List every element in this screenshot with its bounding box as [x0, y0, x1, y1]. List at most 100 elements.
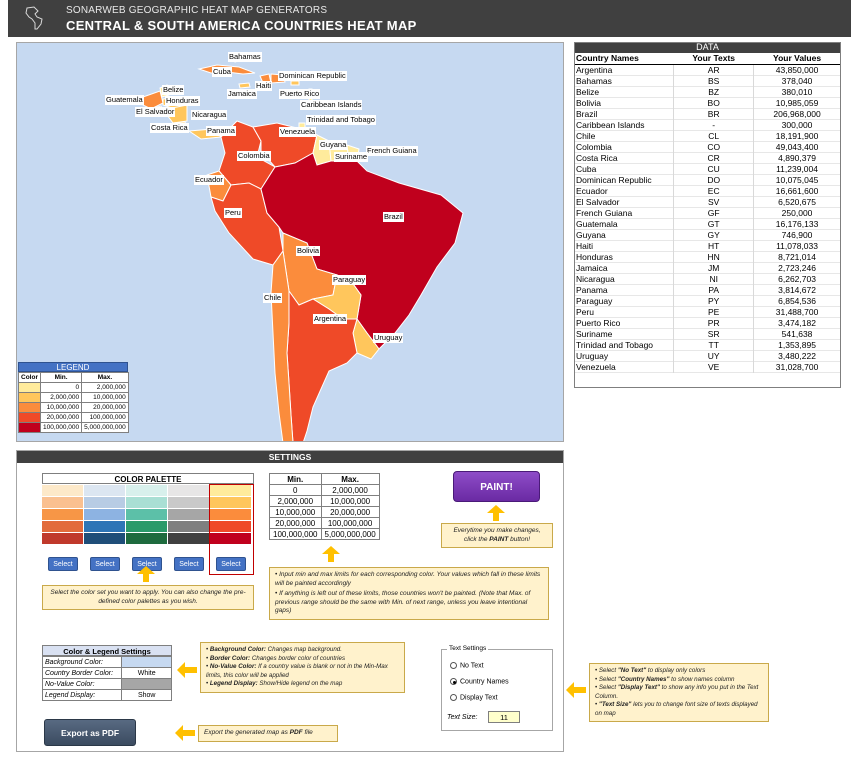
text-cell[interactable]: VE [673, 361, 755, 372]
country-name-cell[interactable]: Honduras [574, 251, 675, 262]
country-name-cell[interactable]: Bahamas [574, 75, 675, 86]
country-name-cell[interactable]: Dominican Republic [574, 174, 675, 185]
legend-display-field[interactable]: Show [121, 689, 172, 701]
text-cell[interactable]: CL [673, 130, 755, 141]
country-name-cell[interactable]: Paraguay [574, 295, 675, 306]
country-name-cell[interactable]: Bolivia [574, 97, 675, 108]
text-cell[interactable]: CO [673, 141, 755, 152]
text-cell[interactable]: AR [673, 64, 755, 75]
text-cell[interactable]: - [673, 119, 755, 130]
text-cell[interactable]: BO [673, 97, 755, 108]
country-name-cell[interactable]: Nicaragua [574, 273, 675, 284]
palette-swatch [168, 521, 210, 533]
text-settings-title: Text Settings [447, 645, 489, 652]
color-palette: COLOR PALETTE Select Select Select Selec… [42, 473, 254, 575]
min-input[interactable]: 100,000,000 [269, 528, 322, 540]
text-size-input[interactable]: 11 [488, 711, 520, 723]
max-input[interactable]: 2,000,000 [320, 484, 380, 496]
text-cell[interactable]: BZ [673, 86, 755, 97]
palette-swatch [126, 497, 168, 509]
country-name-cell[interactable]: Belize [574, 86, 675, 97]
text-cell[interactable]: CR [673, 152, 755, 163]
radio-icon [450, 662, 457, 669]
select-palette-5-button[interactable]: Select [216, 557, 246, 571]
max-input[interactable]: 5,000,000,000 [320, 528, 380, 540]
legend-row: 10,000,000 20,000,000 [18, 402, 129, 413]
select-palette-2-button[interactable]: Select [90, 557, 120, 571]
country-name-cell[interactable]: Costa Rica [574, 152, 675, 163]
country-name-cell[interactable]: Uruguay [574, 350, 675, 361]
label-brazil: Brazil [383, 212, 404, 222]
color-legend-settings-title: Color & Legend Settings [42, 645, 172, 656]
text-cell[interactable]: JM [673, 262, 755, 273]
min-input[interactable]: 20,000,000 [269, 517, 322, 529]
country-name-cell[interactable]: El Salvador [574, 196, 675, 207]
background-color-field[interactable] [121, 656, 172, 668]
text-cell[interactable]: PE [673, 306, 755, 317]
select-palette-4-button[interactable]: Select [174, 557, 204, 571]
border-color-field[interactable]: White [121, 667, 172, 679]
radio-display-text[interactable]: Display Text [450, 694, 498, 701]
no-value-color-field[interactable] [121, 678, 172, 690]
paint-button[interactable]: PAINT! [453, 471, 540, 502]
table-row: Venezuela VE 31,028,700 [574, 361, 841, 372]
country-name-cell[interactable]: Ecuador [574, 185, 675, 196]
text-cell[interactable]: EC [673, 185, 755, 196]
country-name-cell[interactable]: Suriname [574, 328, 675, 339]
text-cell[interactable]: GY [673, 229, 755, 240]
label-nicaragua: Nicaragua [191, 110, 228, 120]
country-name-cell[interactable]: Guyana [574, 229, 675, 240]
palette-swatch [210, 533, 252, 545]
app-header: SONARWEB GEOGRAPHIC HEAT MAP GENERATORS … [8, 0, 851, 37]
text-cell[interactable]: SR [673, 328, 755, 339]
max-input[interactable]: 100,000,000 [320, 517, 380, 529]
select-palette-1-button[interactable]: Select [48, 557, 78, 571]
text-cell[interactable]: SV [673, 196, 755, 207]
country-name-cell[interactable]: Brazil [574, 108, 675, 119]
text-cell[interactable]: UY [673, 350, 755, 361]
max-input[interactable]: 10,000,000 [320, 495, 380, 507]
text-cell[interactable]: PA [673, 284, 755, 295]
radio-country-names[interactable]: Country Names [450, 678, 509, 685]
country-name-cell[interactable]: Cuba [574, 163, 675, 174]
text-cell[interactable]: CU [673, 163, 755, 174]
arrow-left-icon [177, 662, 197, 678]
country-name-cell[interactable]: Guatemala [574, 218, 675, 229]
country-name-cell[interactable]: Argentina [574, 64, 675, 75]
export-pdf-button[interactable]: Export as PDF [44, 719, 136, 746]
label-peru: Peru [224, 208, 242, 218]
country-name-cell[interactable]: Peru [574, 306, 675, 317]
country-name-cell[interactable]: Trinidad and Tobago [574, 339, 675, 350]
text-cell[interactable]: TT [673, 339, 755, 350]
palette-set-4 [168, 485, 210, 545]
text-cell[interactable]: DO [673, 174, 755, 185]
min-input[interactable]: 10,000,000 [269, 506, 322, 518]
country-name-cell[interactable]: Caribbean Islands [574, 119, 675, 130]
text-cell[interactable]: BR [673, 108, 755, 119]
country-name-cell[interactable]: Chile [574, 130, 675, 141]
country-name-cell[interactable]: French Guiana [574, 207, 675, 218]
max-input[interactable]: 20,000,000 [320, 506, 380, 518]
text-cell[interactable]: PR [673, 317, 755, 328]
table-row: Guyana GY 746,900 [574, 229, 841, 240]
country-name-cell[interactable]: Colombia [574, 141, 675, 152]
country-name-cell[interactable]: Haiti [574, 240, 675, 251]
text-settings-note: • Select "No Text" to display only color… [589, 663, 769, 722]
text-cell[interactable]: HN [673, 251, 755, 262]
country-name-cell[interactable]: Puerto Rico [574, 317, 675, 328]
minmax-header-min: Min. [269, 473, 322, 485]
text-cell[interactable]: GF [673, 207, 755, 218]
country-jamaica [238, 82, 251, 89]
text-cell[interactable]: NI [673, 273, 755, 284]
country-name-cell[interactable]: Panama [574, 284, 675, 295]
text-cell[interactable]: GT [673, 218, 755, 229]
text-cell[interactable]: PY [673, 295, 755, 306]
min-input[interactable]: 0 [269, 484, 322, 496]
text-cell[interactable]: BS [673, 75, 755, 86]
country-name-cell[interactable]: Venezuela [574, 361, 675, 372]
radio-no-text[interactable]: No Text [450, 662, 484, 669]
min-input[interactable]: 2,000,000 [269, 495, 322, 507]
country-name-cell[interactable]: Jamaica [574, 262, 675, 273]
text-cell[interactable]: HT [673, 240, 755, 251]
label-puerto-rico: Puerto Rico [279, 89, 321, 99]
